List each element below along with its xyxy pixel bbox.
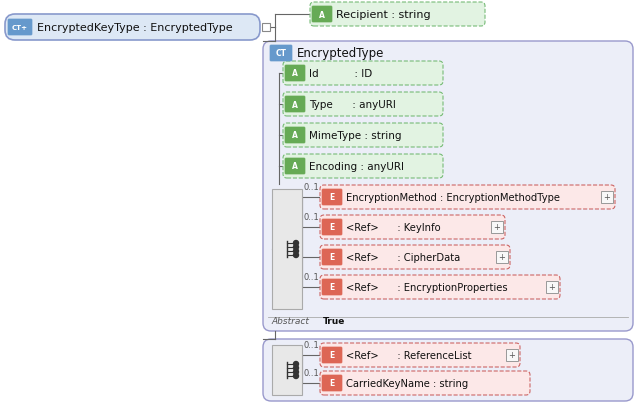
FancyBboxPatch shape	[283, 155, 443, 179]
FancyBboxPatch shape	[320, 186, 615, 209]
FancyBboxPatch shape	[322, 189, 342, 205]
FancyBboxPatch shape	[283, 93, 443, 117]
Text: A: A	[292, 162, 298, 171]
FancyBboxPatch shape	[283, 155, 443, 179]
Circle shape	[293, 373, 298, 379]
FancyBboxPatch shape	[285, 159, 305, 175]
Text: True: True	[323, 317, 345, 326]
FancyBboxPatch shape	[8, 20, 32, 36]
Text: Abstract: Abstract	[271, 317, 309, 326]
FancyBboxPatch shape	[310, 3, 485, 27]
Text: E: E	[329, 253, 334, 262]
FancyBboxPatch shape	[320, 216, 505, 239]
Text: CT: CT	[275, 49, 287, 58]
Text: A: A	[319, 11, 325, 20]
FancyBboxPatch shape	[320, 371, 530, 395]
Text: 0..1: 0..1	[304, 213, 320, 221]
Text: E: E	[329, 223, 334, 232]
Text: +: +	[498, 253, 505, 262]
FancyBboxPatch shape	[310, 3, 485, 27]
FancyBboxPatch shape	[5, 15, 260, 41]
Text: <Ref>      : EncryptionProperties: <Ref> : EncryptionProperties	[346, 282, 507, 292]
Bar	[601, 191, 613, 204]
Circle shape	[293, 370, 298, 375]
FancyBboxPatch shape	[263, 42, 633, 331]
FancyBboxPatch shape	[270, 46, 292, 62]
FancyBboxPatch shape	[322, 220, 342, 236]
FancyBboxPatch shape	[322, 375, 342, 391]
Text: EncryptedKeyType : EncryptedType: EncryptedKeyType : EncryptedType	[37, 23, 233, 33]
Text: MimeType : string: MimeType : string	[309, 131, 401, 141]
FancyBboxPatch shape	[320, 275, 560, 299]
Circle shape	[293, 241, 298, 246]
FancyBboxPatch shape	[322, 279, 342, 295]
Text: E: E	[329, 379, 334, 388]
FancyBboxPatch shape	[320, 216, 505, 239]
FancyBboxPatch shape	[320, 245, 510, 270]
Circle shape	[293, 362, 298, 366]
Text: Recipient : string: Recipient : string	[336, 10, 431, 20]
Bar	[506, 349, 518, 361]
Text: CarriedKeyName : string: CarriedKeyName : string	[346, 378, 468, 388]
Text: A: A	[292, 100, 298, 109]
Text: E: E	[329, 351, 334, 360]
Bar	[491, 221, 503, 234]
Text: 0..1: 0..1	[304, 368, 320, 377]
FancyBboxPatch shape	[320, 245, 510, 270]
Circle shape	[293, 249, 298, 254]
Text: <Ref>      : KeyInfo: <Ref> : KeyInfo	[346, 222, 440, 232]
Text: Id           : ID: Id : ID	[309, 69, 372, 79]
Text: <Ref>      : ReferenceList: <Ref> : ReferenceList	[346, 350, 471, 360]
Text: Encoding : anyURI: Encoding : anyURI	[309, 162, 404, 172]
Text: +: +	[604, 193, 610, 202]
FancyBboxPatch shape	[320, 343, 520, 367]
Circle shape	[293, 245, 298, 250]
FancyBboxPatch shape	[285, 97, 305, 113]
FancyBboxPatch shape	[322, 347, 342, 363]
Text: 0..1: 0..1	[304, 340, 320, 349]
FancyBboxPatch shape	[283, 93, 443, 117]
FancyBboxPatch shape	[283, 124, 443, 148]
Bar	[272, 189, 302, 309]
Text: A: A	[292, 70, 298, 78]
Text: A: A	[292, 131, 298, 140]
FancyBboxPatch shape	[285, 66, 305, 82]
FancyBboxPatch shape	[263, 339, 633, 401]
FancyBboxPatch shape	[320, 186, 615, 209]
Text: EncryptionMethod : EncryptionMethodType: EncryptionMethod : EncryptionMethodType	[346, 193, 560, 202]
Text: +: +	[494, 223, 500, 232]
Text: 0..1: 0..1	[304, 182, 320, 191]
Text: CT+: CT+	[12, 25, 28, 31]
Circle shape	[293, 366, 298, 371]
Text: +: +	[548, 283, 556, 292]
Text: +: +	[509, 351, 516, 360]
Text: 0..1: 0..1	[304, 272, 320, 281]
Circle shape	[293, 253, 298, 258]
Text: EncryptedType: EncryptedType	[297, 47, 385, 61]
FancyBboxPatch shape	[283, 124, 443, 148]
Bar	[262, 24, 270, 32]
Text: E: E	[329, 193, 334, 202]
FancyBboxPatch shape	[312, 7, 332, 23]
Bar	[496, 252, 508, 263]
FancyBboxPatch shape	[322, 249, 342, 265]
Text: Type      : anyURI: Type : anyURI	[309, 100, 396, 110]
Bar	[272, 345, 302, 395]
FancyBboxPatch shape	[285, 128, 305, 144]
Text: <Ref>      : CipherData: <Ref> : CipherData	[346, 252, 460, 262]
Text: E: E	[329, 283, 334, 292]
FancyBboxPatch shape	[283, 62, 443, 86]
FancyBboxPatch shape	[320, 275, 560, 299]
Bar	[546, 281, 558, 293]
FancyBboxPatch shape	[320, 371, 530, 395]
FancyBboxPatch shape	[320, 343, 520, 367]
FancyBboxPatch shape	[283, 62, 443, 86]
